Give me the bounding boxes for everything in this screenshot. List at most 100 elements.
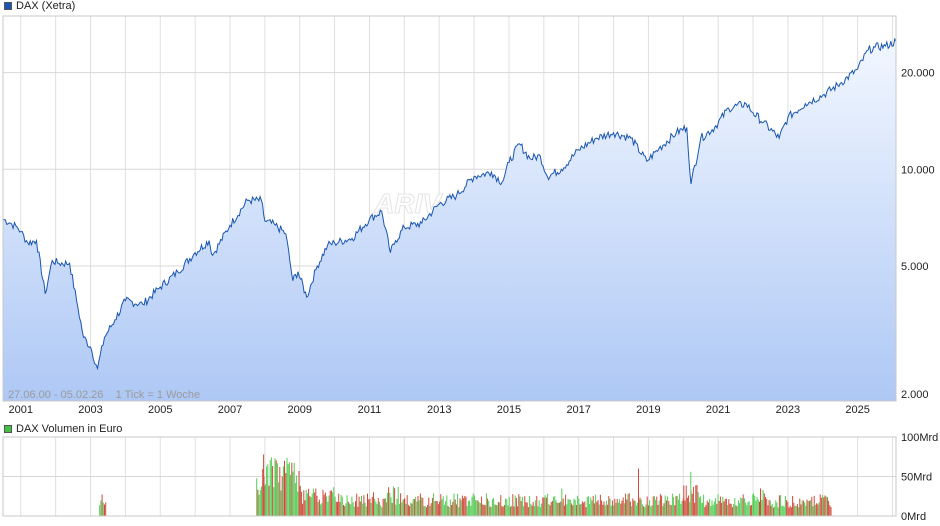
- volume-bar: [538, 500, 540, 516]
- volume-bar: [349, 503, 350, 516]
- volume-bar: [740, 497, 742, 516]
- volume-bar: [603, 501, 605, 516]
- volume-bar: [344, 506, 346, 516]
- volume-bar: [490, 506, 492, 516]
- volume-bar: [649, 500, 651, 516]
- volume-bar: [469, 500, 471, 516]
- volume-legend: DAX Volumen in Euro: [4, 423, 122, 435]
- volume-bar: [802, 500, 804, 516]
- volume-bar: [605, 500, 607, 516]
- volume-bar: [473, 495, 475, 516]
- volume-bar: [431, 497, 433, 516]
- volume-bar: [258, 494, 260, 516]
- volume-bar: [628, 493, 630, 516]
- volume-bar: [694, 502, 696, 516]
- volume-bar: [305, 489, 307, 516]
- volume-bar: [810, 500, 812, 516]
- volume-bar: [657, 504, 659, 516]
- volume-bar: [592, 496, 594, 516]
- volume-bar: [768, 500, 770, 516]
- volume-bar: [300, 491, 302, 516]
- volume-bar: [409, 506, 411, 516]
- volume-bar: [617, 502, 619, 516]
- volume-bar: [527, 507, 529, 516]
- volume-bar: [317, 502, 319, 516]
- volume-bar: [583, 502, 585, 516]
- volume-bar: [664, 495, 666, 516]
- volume-bar: [436, 501, 438, 516]
- volume-bar: [511, 505, 513, 516]
- y-tick-label: 20.000: [901, 68, 935, 80]
- volume-bar: [287, 463, 289, 516]
- volume-bar: [725, 498, 727, 516]
- volume-bar: [559, 502, 561, 516]
- volume-bar: [296, 475, 298, 516]
- volume-bar: [549, 505, 551, 516]
- volume-bar: [523, 506, 525, 516]
- volume-bar: [554, 496, 556, 516]
- volume-bar: [735, 505, 737, 516]
- volume-bar: [396, 498, 398, 516]
- volume-bar: [515, 497, 517, 516]
- volume-bar: [489, 506, 491, 516]
- volume-bar: [451, 505, 453, 516]
- volume-bar: [717, 494, 719, 516]
- volume-bar: [478, 502, 480, 516]
- volume-bar: [333, 487, 335, 516]
- volume-bar-peak: [760, 488, 761, 516]
- price-legend: DAX (Xetra): [4, 0, 75, 12]
- volume-bar: [757, 499, 759, 516]
- volume-bar: [257, 489, 259, 516]
- volume-bar: [362, 503, 364, 516]
- volume-bar: [616, 499, 618, 516]
- volume-bar: [794, 505, 796, 516]
- volume-bar: [529, 496, 531, 516]
- volume-bar: [652, 496, 654, 516]
- volume-bar: [656, 496, 658, 516]
- volume-bar: [585, 507, 587, 516]
- volume-bar: [743, 498, 745, 516]
- volume-bar: [379, 501, 380, 516]
- x-tick-label: 2023: [776, 404, 800, 416]
- volume-bar-peak: [275, 464, 277, 516]
- volume-bar: [739, 503, 741, 516]
- volume-bar: [675, 496, 677, 516]
- volume-bar: [704, 507, 706, 516]
- volume-bar: [562, 498, 564, 516]
- volume-bar: [784, 495, 786, 516]
- volume-bar: [651, 505, 653, 516]
- x-tick-label: 2013: [427, 404, 451, 416]
- volume-bar: [341, 496, 343, 516]
- volume-bar: [796, 504, 798, 516]
- x-tick-label: 2005: [148, 404, 172, 416]
- volume-bar: [403, 499, 405, 516]
- volume-bar: [658, 500, 660, 516]
- volume-bar: [274, 458, 276, 516]
- volume-bar: [707, 502, 709, 516]
- volume-bar: [697, 491, 699, 516]
- volume-bar: [737, 500, 739, 516]
- volume-bar: [479, 502, 481, 516]
- volume-bar: [463, 498, 465, 516]
- volume-bar: [364, 502, 366, 516]
- volume-bar: [338, 493, 340, 516]
- volume-bar: [443, 504, 445, 516]
- volume-bar: [429, 505, 431, 516]
- volume-bar: [484, 505, 486, 516]
- volume-bar: [556, 502, 558, 516]
- volume-bar: [491, 499, 493, 516]
- volume-bar: [397, 487, 399, 516]
- volume-bar: [795, 506, 797, 516]
- volume-bar: [521, 496, 523, 516]
- volume-bar: [532, 502, 534, 516]
- volume-bar: [270, 457, 272, 516]
- volume-bar: [635, 505, 637, 516]
- volume-bar: [553, 496, 555, 516]
- price-legend-swatch: [4, 2, 12, 10]
- volume-bar: [386, 492, 388, 516]
- volume-bar: [793, 502, 795, 516]
- volume-bar: [324, 492, 326, 516]
- volume-bar: [352, 502, 354, 516]
- volume-bar: [599, 494, 601, 516]
- volume-bar: [691, 493, 693, 516]
